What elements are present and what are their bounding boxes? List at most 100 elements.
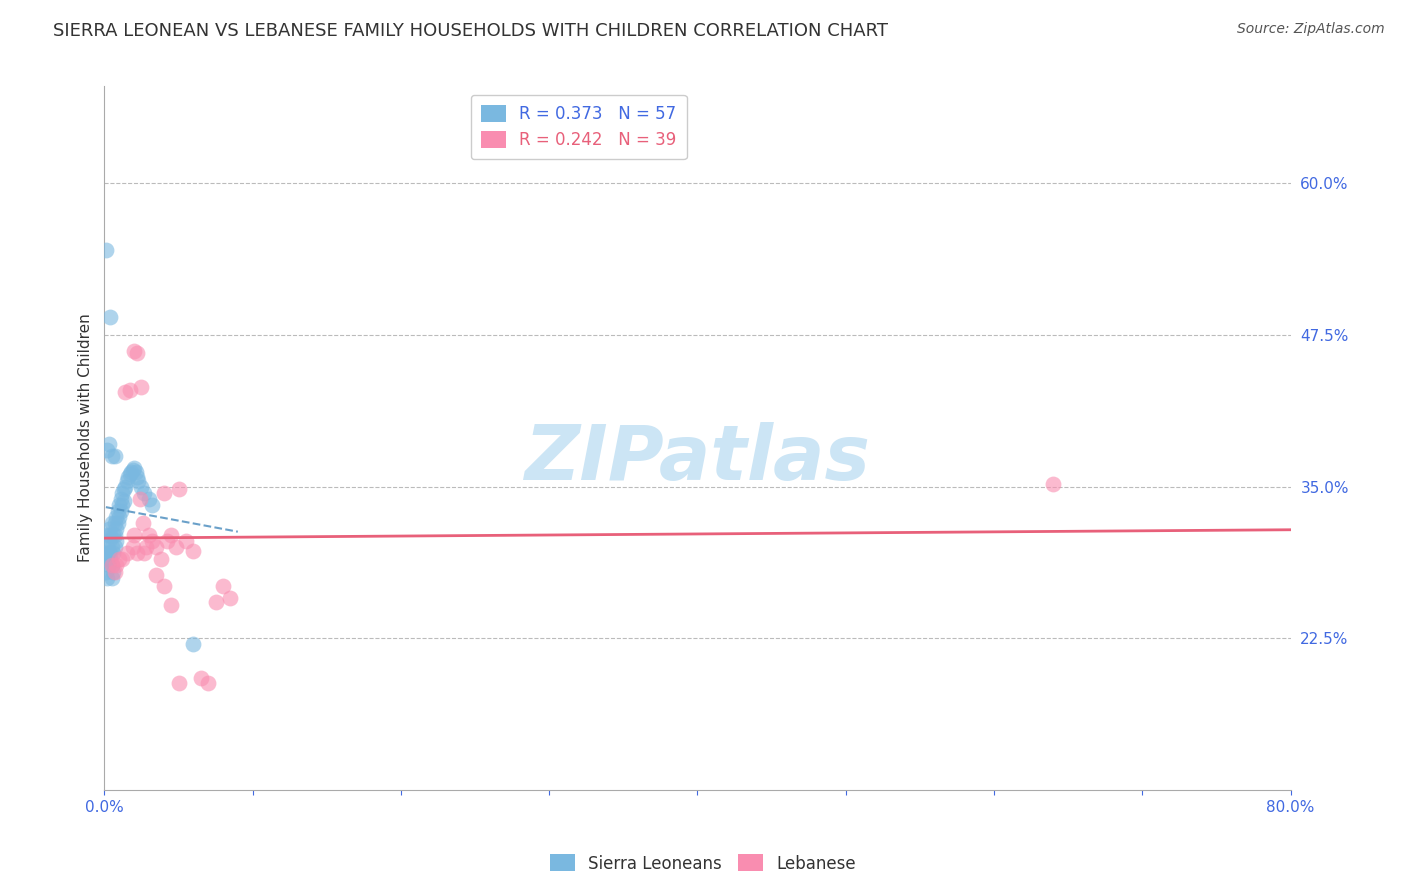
- Point: [1042, 477, 1064, 491]
- Point: [107, 504, 129, 518]
- Legend: R = 0.373   N = 57, R = 0.242   N = 39: R = 0.373 N = 57, R = 0.242 N = 39: [471, 95, 686, 160]
- Point: [134, 546, 156, 560]
- Point: [118, 383, 141, 397]
- Point: [115, 474, 138, 488]
- Point: [104, 528, 127, 542]
- Point: [103, 546, 125, 560]
- Point: [97, 534, 120, 549]
- Point: [97, 522, 120, 536]
- Point: [103, 528, 125, 542]
- Point: [111, 498, 134, 512]
- Point: [110, 504, 132, 518]
- Point: [96, 541, 118, 555]
- Point: [98, 528, 121, 542]
- Point: [121, 541, 143, 555]
- Point: [129, 491, 152, 506]
- Point: [101, 571, 124, 585]
- Point: [125, 546, 148, 560]
- Point: [112, 482, 135, 496]
- Point: [111, 485, 134, 500]
- Point: [131, 480, 153, 494]
- Point: [132, 516, 155, 530]
- Point: [105, 534, 128, 549]
- Point: [104, 541, 127, 555]
- Point: [183, 637, 205, 651]
- Point: [103, 565, 125, 579]
- Point: [174, 534, 197, 549]
- Point: [105, 522, 128, 536]
- Point: [197, 676, 219, 690]
- Point: [160, 599, 183, 613]
- Point: [125, 470, 148, 484]
- Point: [105, 558, 128, 573]
- Point: [114, 384, 136, 399]
- Point: [104, 450, 127, 464]
- Point: [167, 482, 190, 496]
- Point: [204, 595, 226, 609]
- Point: [219, 591, 242, 606]
- Point: [117, 470, 139, 484]
- Text: ZIPatlas: ZIPatlas: [524, 422, 870, 496]
- Point: [114, 480, 136, 494]
- Point: [108, 552, 131, 566]
- Point: [122, 461, 145, 475]
- Point: [124, 465, 146, 479]
- Point: [131, 380, 153, 394]
- Point: [138, 528, 160, 542]
- Point: [98, 310, 121, 324]
- Point: [120, 465, 142, 479]
- Point: [138, 491, 160, 506]
- Point: [152, 485, 174, 500]
- Point: [125, 346, 148, 360]
- Point: [110, 491, 132, 506]
- Point: [94, 243, 117, 257]
- Legend: Sierra Leoneans, Lebanese: Sierra Leoneans, Lebanese: [543, 847, 863, 880]
- Point: [97, 437, 120, 451]
- Point: [149, 552, 172, 566]
- Point: [152, 579, 174, 593]
- Point: [108, 498, 131, 512]
- Text: Source: ZipAtlas.com: Source: ZipAtlas.com: [1237, 22, 1385, 37]
- Point: [111, 552, 134, 566]
- Point: [101, 541, 124, 555]
- Point: [122, 528, 145, 542]
- Point: [134, 485, 156, 500]
- Point: [135, 541, 157, 555]
- Point: [107, 516, 129, 530]
- Point: [98, 546, 121, 560]
- Point: [108, 510, 131, 524]
- Point: [96, 443, 118, 458]
- Point: [104, 516, 127, 530]
- Point: [118, 467, 141, 482]
- Point: [101, 558, 124, 573]
- Point: [97, 558, 120, 573]
- Point: [101, 558, 124, 573]
- Point: [145, 568, 167, 582]
- Point: [165, 541, 187, 555]
- Point: [212, 579, 235, 593]
- Point: [96, 571, 118, 585]
- Point: [121, 462, 143, 476]
- Point: [94, 565, 117, 579]
- Point: [98, 552, 121, 566]
- Point: [160, 528, 183, 542]
- Y-axis label: Family Households with Children: Family Households with Children: [79, 314, 93, 563]
- Point: [101, 516, 124, 530]
- Point: [96, 552, 118, 566]
- Point: [190, 671, 212, 685]
- Point: [112, 494, 135, 508]
- Point: [105, 510, 128, 524]
- Point: [122, 343, 145, 358]
- Point: [141, 534, 163, 549]
- Point: [156, 534, 179, 549]
- Text: SIERRA LEONEAN VS LEBANESE FAMILY HOUSEHOLDS WITH CHILDREN CORRELATION CHART: SIERRA LEONEAN VS LEBANESE FAMILY HOUSEH…: [53, 22, 889, 40]
- Point: [101, 450, 124, 464]
- Point: [97, 546, 120, 560]
- Point: [183, 544, 205, 558]
- Point: [96, 528, 118, 542]
- Point: [94, 546, 117, 560]
- Point: [141, 498, 163, 512]
- Point: [127, 474, 149, 488]
- Point: [145, 541, 167, 555]
- Point: [167, 676, 190, 690]
